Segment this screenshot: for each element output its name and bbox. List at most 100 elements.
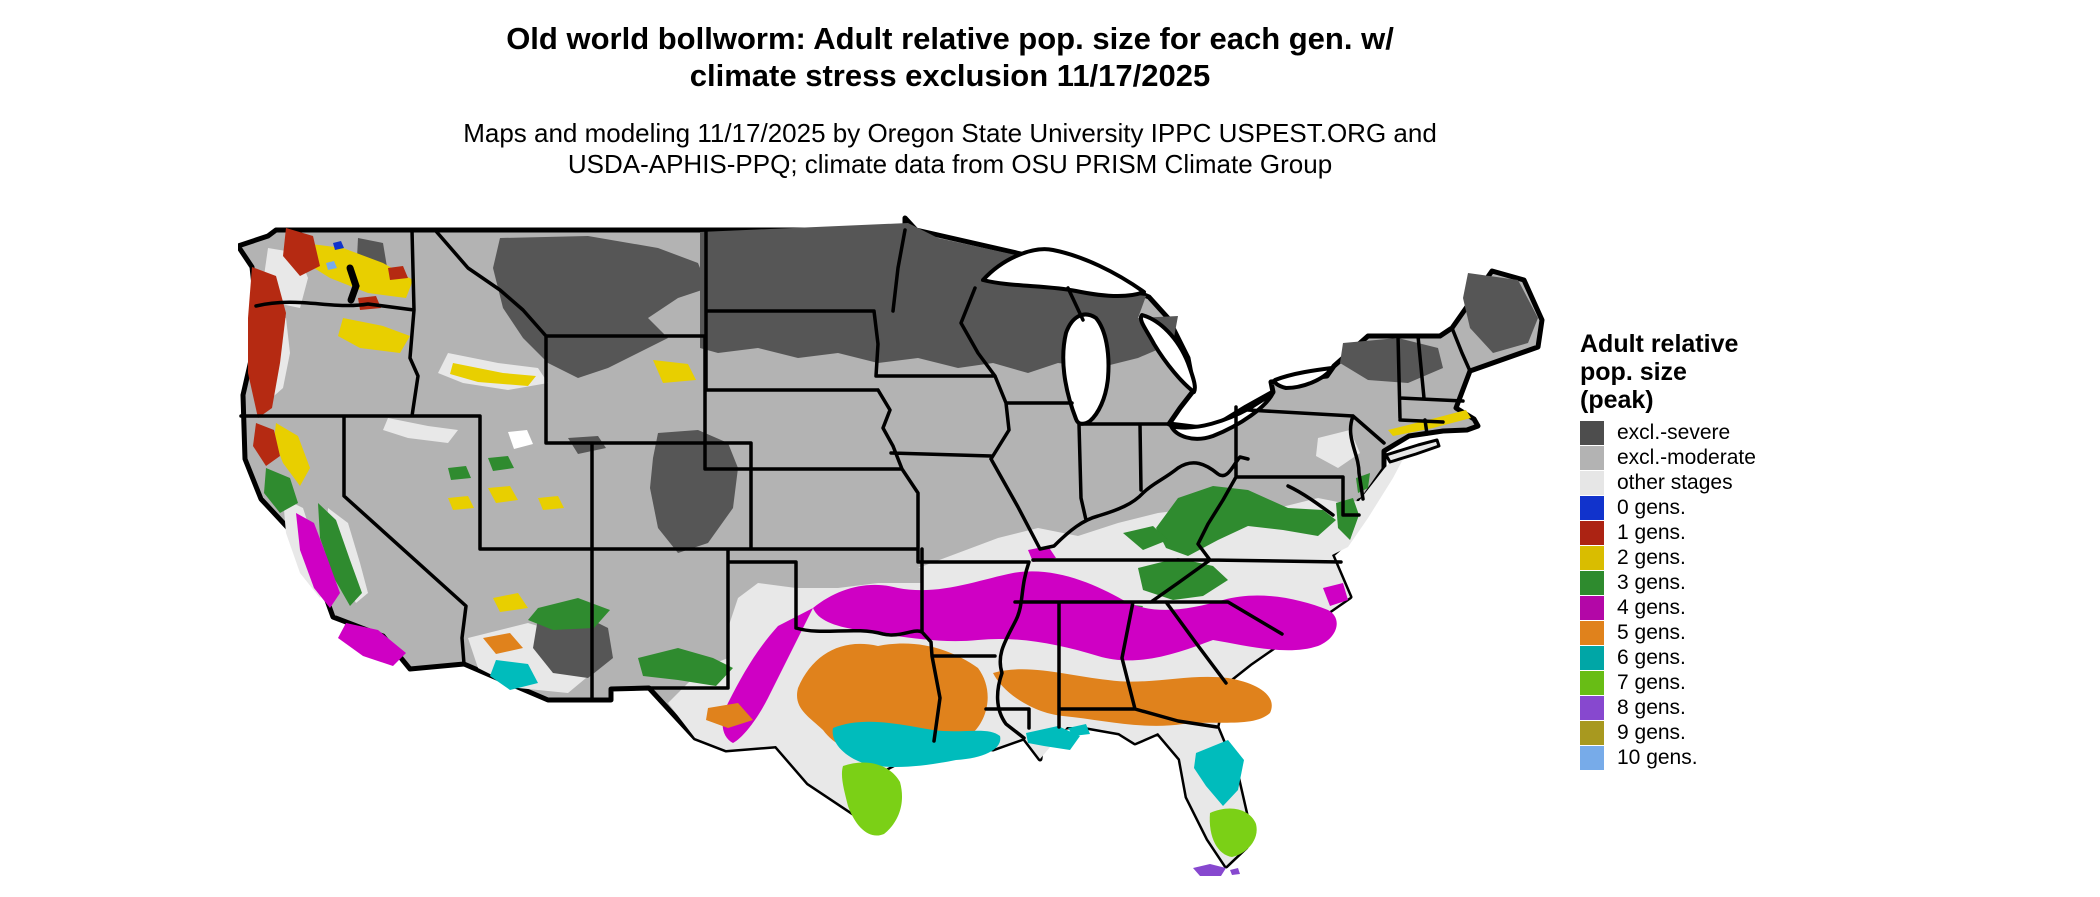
legend-swatch: [1580, 720, 1604, 745]
map-region-gen3-s-new-mexico: [638, 648, 733, 686]
legend-swatch: [1580, 420, 1604, 445]
map-region-gen6-south-texas: [832, 721, 1001, 767]
lake-ontario: [1272, 366, 1334, 390]
legend-item-label: 4 gens.: [1617, 595, 1686, 619]
map-region-gen6-s-arizona: [490, 660, 538, 690]
map-region-gen2-nv-speck2: [448, 496, 474, 510]
legend-item-label: 8 gens.: [1617, 695, 1686, 719]
legend-swatch: [1580, 445, 1604, 470]
map-region-gen3-mogollon-rim: [528, 598, 610, 630]
map-title-line2: climate stress exclusion 11/17/2025: [689, 58, 1211, 93]
subtitle-block: Maps and modeling 11/17/2025 by Oregon S…: [0, 118, 1900, 180]
lake-erie: [1169, 391, 1275, 441]
legend-item-label: 1 gens.: [1617, 520, 1686, 544]
legend-title-line: (peak): [1580, 386, 1654, 414]
legend-items: excl.-severe excl.-moderate other stages 0 …: [1580, 420, 1880, 770]
map-region-gen4-central-valley: [296, 513, 340, 608]
map-region-gen1-e-wa-speck1: [388, 266, 408, 280]
legend-item: excl.-severe: [1580, 420, 1880, 445]
map-region-gen3-nv-speck2: [448, 466, 471, 480]
map-regions-gen7: [841, 762, 1257, 857]
lake-michigan: [1061, 312, 1111, 426]
map-region-gen8-florida-keys: [1193, 864, 1226, 876]
legend-item-label: 3 gens.: [1617, 570, 1686, 594]
legend-item-label: excl.-severe: [1617, 420, 1731, 444]
lake-superior: [981, 247, 1146, 299]
map-region-gen2-nv-speck: [488, 486, 518, 503]
map-region-gen6-louisiana-coast: [1026, 726, 1080, 750]
map-region-gen6-central-florida: [1194, 740, 1244, 806]
legend-title-line: pop. size: [1580, 358, 1687, 386]
legend-item: 2 gens.: [1580, 545, 1880, 570]
legend-item: 3 gens.: [1580, 570, 1880, 595]
legend-item: 10 gens.: [1580, 745, 1880, 770]
legend-item: 4 gens.: [1580, 595, 1880, 620]
map-region-gen2-wy-speck: [653, 360, 696, 383]
map-subtitle-line2: USDA-APHIS-PPQ; climate data from OSU PR…: [567, 149, 1333, 179]
map-regions-gen8: [1193, 864, 1240, 876]
legend-item-label: 5 gens.: [1617, 620, 1686, 644]
map-region-severe-north-maine: [1463, 273, 1538, 353]
map-region-gen5-rio-grande: [706, 703, 753, 728]
legend-swatch: [1580, 570, 1604, 595]
legend-item-label: 6 gens.: [1617, 645, 1686, 669]
legend-item: 1 gens.: [1580, 520, 1880, 545]
legend-swatch: [1580, 595, 1604, 620]
map-region-gen3-n-ca-coast: [264, 468, 298, 513]
map-region-gen10-puget-speck: [326, 261, 337, 270]
legend-swatch: [1580, 745, 1604, 770]
map-region-gen2-central-wa: [303, 243, 413, 298]
map-regions-gen4: [296, 513, 1348, 743]
puget-sound-inlet: [346, 264, 360, 304]
map-region-gen2-az-speck: [493, 593, 528, 612]
state-borders: [239, 228, 1472, 743]
map-region-gen1-puget: [283, 228, 320, 276]
map-region-gen5-az-speck: [483, 633, 523, 654]
us-map-svg: [235, 215, 1545, 876]
great-salt-lake: [508, 430, 533, 449]
map-region-gen3-kentucky: [1123, 526, 1168, 550]
map-region-gen2-blue-mtns: [338, 318, 410, 353]
legend-swatch: [1580, 670, 1604, 695]
map-region-gen6-ms-coast-speck: [1068, 724, 1090, 736]
map-region-gen4-va-coast: [1323, 583, 1348, 606]
title-block: Old world bollworm: Adult relative pop. …: [0, 20, 1900, 180]
map-region-severe-north-tier: [700, 223, 1178, 373]
map-region-gen2-n-california: [274, 423, 310, 486]
map-region-gen0-puget-speck: [333, 241, 344, 250]
legend-swatch: [1580, 495, 1604, 520]
legend-item: 8 gens.: [1580, 695, 1880, 720]
map-region-gen4-ok-speck: [1028, 546, 1056, 562]
map-region-gen8-keys-speck: [1230, 868, 1240, 875]
legend-item: 9 gens.: [1580, 720, 1880, 745]
map-region-gen7-s-texas-tip: [841, 762, 903, 836]
legend-item: other stages: [1580, 470, 1880, 495]
legend-title-line: Adult relative: [1580, 330, 1739, 358]
long-island: [1384, 438, 1441, 464]
legend-item-label: 2 gens.: [1617, 545, 1686, 569]
map-regions-excl-severe: [356, 223, 1538, 678]
map-region-gen4-socal-coast: [338, 623, 406, 666]
map-region-gen2-ut-speck: [538, 496, 564, 510]
lake-huron: [1139, 313, 1197, 394]
map-region-gen7-s-florida: [1209, 808, 1257, 857]
map-title-line1: Old world bollworm: Adult relative pop. …: [506, 21, 1394, 56]
legend-item-label: excl.-moderate: [1617, 445, 1756, 469]
map-lakes: [508, 247, 1334, 449]
map-region-severe-adirondacks-greens: [1340, 338, 1443, 383]
legend-item: 5 gens.: [1580, 620, 1880, 645]
map-region-gen4-west-texas-snake: [722, 608, 813, 743]
legend-item: excl.-moderate: [1580, 445, 1880, 470]
map-region-gen3-sierra-foothills: [318, 503, 362, 606]
legend-swatch: [1580, 645, 1604, 670]
legend-item-label: 10 gens.: [1617, 745, 1698, 769]
legend-item-label: 0 gens.: [1617, 495, 1686, 519]
map-region-severe-colorado-rockies: [650, 430, 738, 553]
legend-item: 0 gens.: [1580, 495, 1880, 520]
legend-item: 6 gens.: [1580, 645, 1880, 670]
legend-swatch: [1580, 695, 1604, 720]
map-region-gen2-snake-fringe: [450, 363, 536, 386]
legend-swatch: [1580, 470, 1604, 495]
map-region-gen3-nv-speck1: [488, 456, 514, 471]
